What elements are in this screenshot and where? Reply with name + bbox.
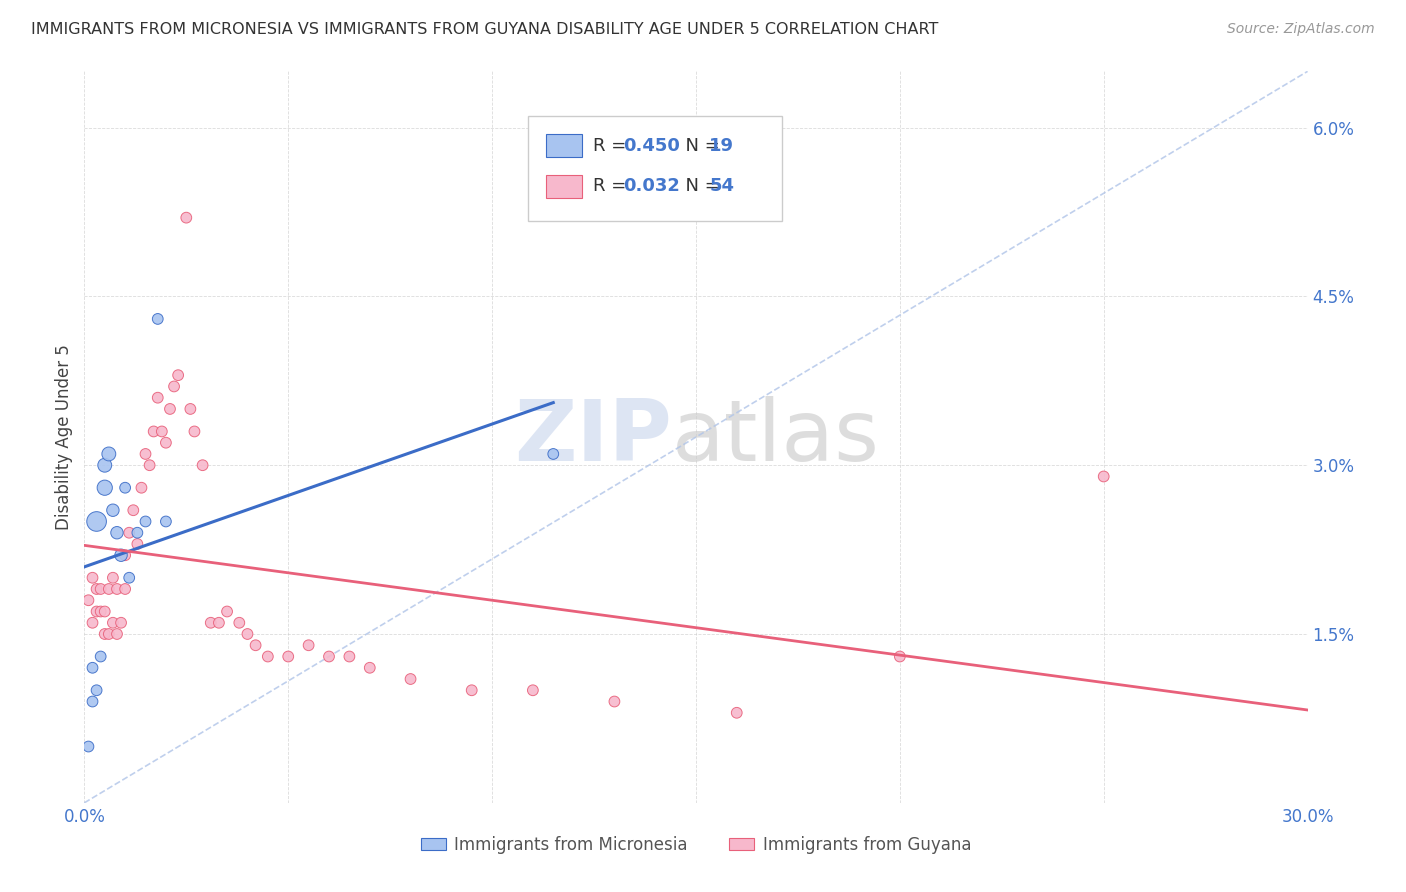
Point [179, 401, 201, 416]
Point [236, 627, 259, 641]
Text: N =: N = [675, 136, 725, 155]
Text: 54: 54 [710, 178, 734, 195]
Point [167, 368, 190, 383]
Point [191, 458, 214, 473]
Point [82, 571, 104, 585]
Text: IMMIGRANTS FROM MICRONESIA VS IMMIGRANTS FROM GUYANA DISABILITY AGE UNDER 5 CORR: IMMIGRANTS FROM MICRONESIA VS IMMIGRANTS… [31, 22, 938, 37]
Point [298, 638, 321, 652]
Point [93, 458, 115, 473]
Point [97, 447, 120, 461]
Point [142, 425, 165, 439]
Point [889, 649, 911, 664]
Text: 0.032: 0.032 [624, 178, 681, 195]
Point [183, 425, 205, 439]
Point [77, 593, 100, 607]
Point [93, 605, 115, 619]
Text: 0.450: 0.450 [624, 136, 681, 155]
Point [159, 401, 181, 416]
Point [257, 649, 280, 664]
Text: Source: ZipAtlas.com: Source: ZipAtlas.com [1227, 22, 1375, 37]
Text: R =: R = [593, 136, 631, 155]
Point [200, 615, 222, 630]
Point [461, 683, 484, 698]
Point [97, 627, 120, 641]
Point [101, 571, 124, 585]
Point [105, 525, 128, 540]
Point [90, 605, 112, 619]
Point [82, 661, 104, 675]
Point [277, 649, 299, 664]
Point [77, 739, 100, 754]
Point [86, 683, 108, 698]
Point [90, 649, 112, 664]
Point [86, 515, 108, 529]
Point [146, 391, 169, 405]
Point [127, 537, 149, 551]
Point [93, 627, 115, 641]
Point [131, 481, 153, 495]
Point [86, 582, 108, 596]
Point [155, 515, 177, 529]
Point [522, 683, 544, 698]
Point [155, 435, 177, 450]
Point [110, 548, 132, 562]
Text: N =: N = [675, 178, 725, 195]
Point [138, 458, 160, 473]
Point [603, 694, 626, 708]
Point [163, 379, 186, 393]
Point [725, 706, 748, 720]
Text: atlas: atlas [672, 395, 880, 479]
Point [135, 515, 157, 529]
Point [114, 582, 136, 596]
Point [543, 447, 565, 461]
Point [101, 503, 124, 517]
Point [105, 627, 128, 641]
Point [122, 503, 145, 517]
Point [1092, 469, 1115, 483]
Point [97, 582, 120, 596]
Text: R =: R = [593, 178, 631, 195]
Point [146, 312, 169, 326]
Point [105, 582, 128, 596]
Point [359, 661, 381, 675]
Point [339, 649, 361, 664]
Point [82, 694, 104, 708]
Y-axis label: Disability Age Under 5: Disability Age Under 5 [55, 344, 73, 530]
Point [217, 605, 239, 619]
Point [90, 582, 112, 596]
Text: ZIP: ZIP [513, 395, 672, 479]
Point [208, 615, 231, 630]
Point [399, 672, 422, 686]
Point [114, 481, 136, 495]
Point [82, 615, 104, 630]
Point [118, 571, 141, 585]
Point [93, 481, 115, 495]
Point [110, 615, 132, 630]
Point [174, 211, 197, 225]
Point [228, 615, 250, 630]
Point [86, 605, 108, 619]
Point [318, 649, 340, 664]
Legend: Immigrants from Micronesia, Immigrants from Guyana: Immigrants from Micronesia, Immigrants f… [415, 829, 977, 860]
Point [150, 425, 173, 439]
Point [245, 638, 267, 652]
Point [118, 525, 141, 540]
Point [101, 615, 124, 630]
Point [127, 525, 149, 540]
Point [114, 548, 136, 562]
Point [135, 447, 157, 461]
Text: 19: 19 [710, 136, 734, 155]
